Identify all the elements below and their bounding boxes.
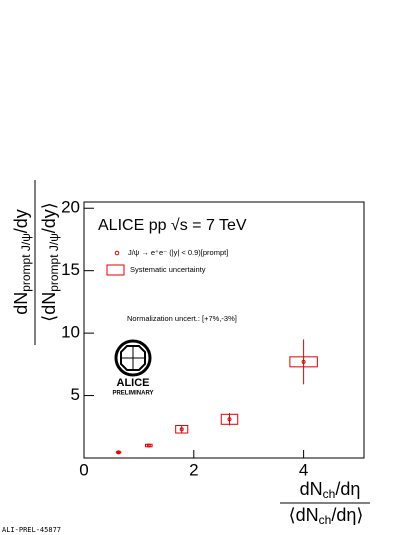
y-tick-label: 20 bbox=[61, 198, 80, 217]
point bbox=[146, 443, 151, 448]
x-label-denominator-part: /dη⟩ bbox=[331, 505, 363, 525]
x-label-denominator-part: ⟨dN bbox=[289, 505, 319, 525]
y-label-numerator-part: dN bbox=[11, 292, 31, 315]
x-tick-label: 0 bbox=[79, 460, 88, 479]
point bbox=[301, 359, 306, 364]
y-label-denominator-part: /dy⟩ bbox=[39, 202, 59, 233]
legend-label: J/ψ → e⁺e⁻ (|y| < 0.9)[prompt] bbox=[128, 248, 228, 257]
annotation: Normalization uncert.: [+7%,-3%] bbox=[127, 314, 237, 323]
y-tick-label: 5 bbox=[71, 385, 80, 404]
point bbox=[179, 427, 184, 432]
x-label-denominator-part: ch bbox=[319, 513, 332, 527]
y-label-denominator: ⟨dNprompt J/ψ/dy⟩ bbox=[39, 202, 61, 322]
y-label-denominator-part: ⟨dN bbox=[39, 292, 59, 322]
logo-text: ALICE bbox=[117, 377, 150, 389]
legend-label: Systematic uncertainty bbox=[130, 265, 206, 274]
x-label-denominator: ⟨dNch/dη⟩ bbox=[289, 505, 364, 527]
y-tick-label: 15 bbox=[61, 260, 80, 279]
x-label-numerator-part: dN bbox=[300, 479, 323, 499]
y-tick-label: 10 bbox=[61, 323, 80, 342]
y-label-numerator-part: prompt J/ψ bbox=[19, 233, 33, 292]
x-label-numerator-part: ch bbox=[323, 487, 336, 501]
point bbox=[227, 417, 232, 422]
plot-frame bbox=[83, 201, 365, 459]
logo-subtext: PRELIMINARY bbox=[112, 391, 153, 397]
chart-title: ALICE pp √s = 7 TeV bbox=[98, 217, 247, 234]
y-label-numerator-part: /dy bbox=[11, 209, 31, 233]
x-tick-label: 2 bbox=[189, 460, 198, 479]
x-label-numerator: dNch/dη bbox=[300, 479, 361, 501]
x-label-numerator-part: /dη bbox=[335, 479, 360, 499]
logo-ring bbox=[114, 339, 152, 377]
y-label-numerator: dNprompt J/ψ/dy bbox=[11, 209, 33, 315]
alice-logo bbox=[114, 339, 152, 377]
legend-marker bbox=[114, 250, 120, 256]
figure-id: ALI-PREL-45877 bbox=[2, 526, 61, 534]
point bbox=[116, 450, 121, 455]
y-label-denominator-part: prompt J/ψ bbox=[47, 233, 61, 292]
legend-box bbox=[106, 264, 125, 276]
x-tick-label: 4 bbox=[299, 460, 308, 479]
